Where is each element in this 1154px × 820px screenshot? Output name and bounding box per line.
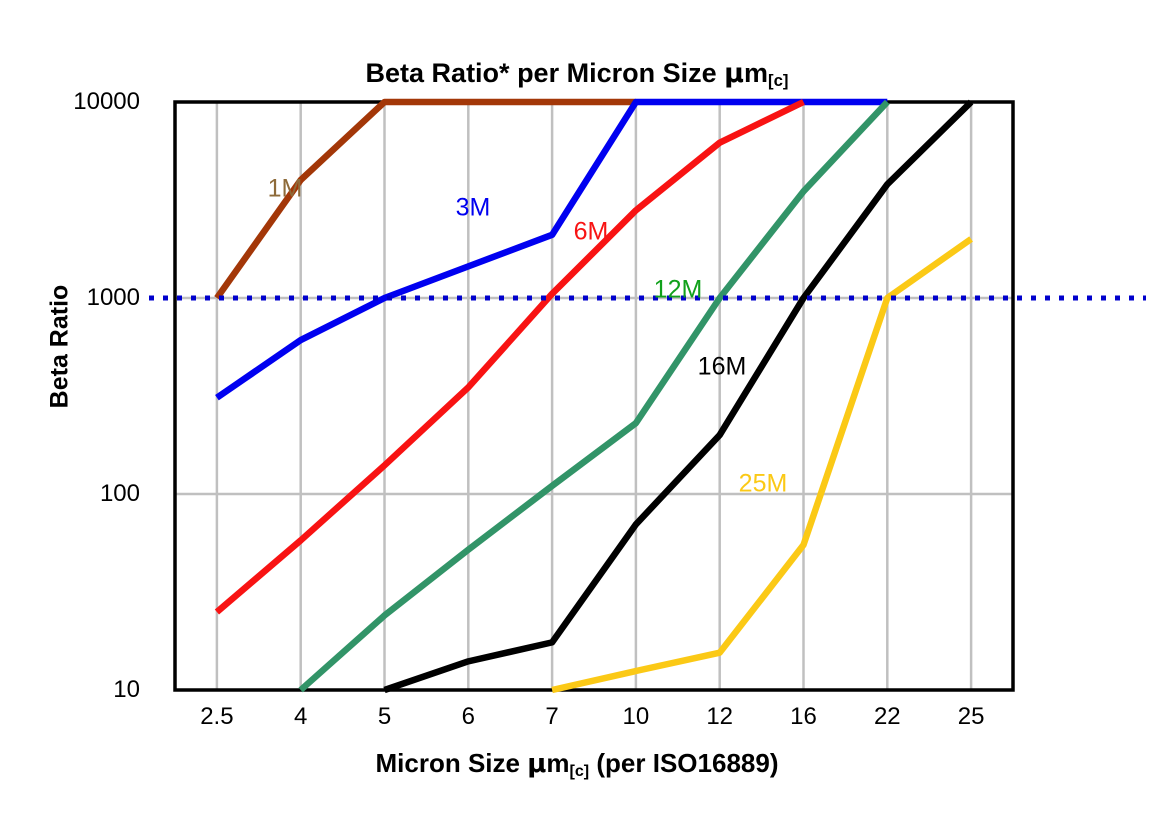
x-axis-label: Micron Size μm[c] (per ISO16889) — [375, 748, 779, 781]
series-line-12M[interactable] — [298, 99, 890, 693]
series-line-16M[interactable] — [383, 99, 974, 694]
title-subscript: [c] — [768, 71, 789, 91]
series-line-1M[interactable] — [214, 98, 636, 300]
x-tick-label-22: 22 — [873, 703, 901, 730]
chart-title: Beta Ratio* per Micron Size μm[c] — [365, 58, 789, 91]
y-tick-label-10: 10 — [113, 676, 140, 703]
mu-glyph: μ — [724, 58, 744, 89]
series-line-6M[interactable] — [214, 99, 805, 615]
x-tick-label-7: 7 — [545, 703, 559, 730]
series-label-6M: 6M — [573, 217, 609, 246]
series-label-12M: 12M — [653, 275, 703, 304]
x-tick-label-6: 6 — [461, 703, 475, 730]
series-label-1M: 1M — [267, 174, 303, 203]
x-tick-label-16: 16 — [790, 703, 817, 730]
y-tick-label-100: 100 — [99, 480, 140, 507]
x-tick-label-12: 12 — [706, 703, 734, 730]
series-line-25M[interactable] — [551, 236, 973, 694]
x-tick-label-4: 4 — [294, 703, 308, 730]
x-tick-label-10: 10 — [622, 703, 650, 730]
xlabel-subscript: [c] — [569, 762, 590, 781]
x-tick-label-5: 5 — [377, 703, 392, 730]
mu-glyph: μ — [527, 749, 547, 779]
series-label-16M: 16M — [697, 352, 747, 381]
series-line-3M[interactable] — [215, 98, 888, 401]
y-tick-label-10000: 10000 — [73, 88, 140, 115]
series-label-3M: 3M — [455, 193, 491, 222]
y-tick-label-1000: 1000 — [86, 284, 140, 311]
x-tick-label-25: 25 — [957, 703, 985, 730]
series-label-25M: 25M — [738, 469, 788, 498]
x-tick-label-2.5: 2.5 — [200, 703, 234, 730]
